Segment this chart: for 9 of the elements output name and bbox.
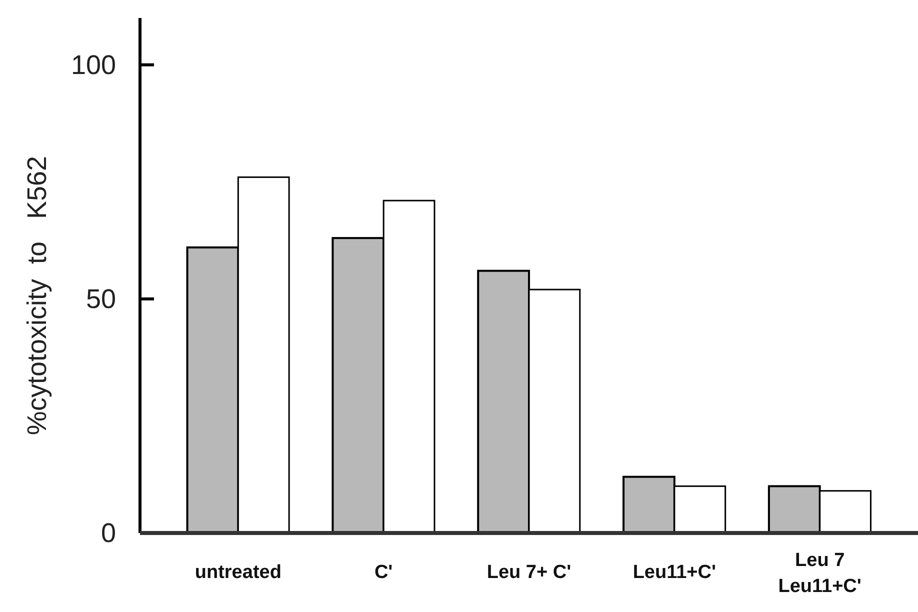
y-tick-label: 100: [70, 50, 116, 80]
y-tick-label: 0: [100, 518, 116, 548]
x-tick-label: Leu 7+ C': [486, 562, 572, 583]
x-tick-label: Leu11+C': [632, 562, 716, 583]
y-tick-label: 50: [86, 284, 116, 314]
x-tick-label: C': [374, 562, 393, 583]
x-tick-label: untreated: [194, 562, 282, 583]
y-axis-title: %cytotoxicity to K562: [22, 156, 52, 436]
x-tick-label: Leu 7 Leu11+C': [778, 550, 862, 597]
